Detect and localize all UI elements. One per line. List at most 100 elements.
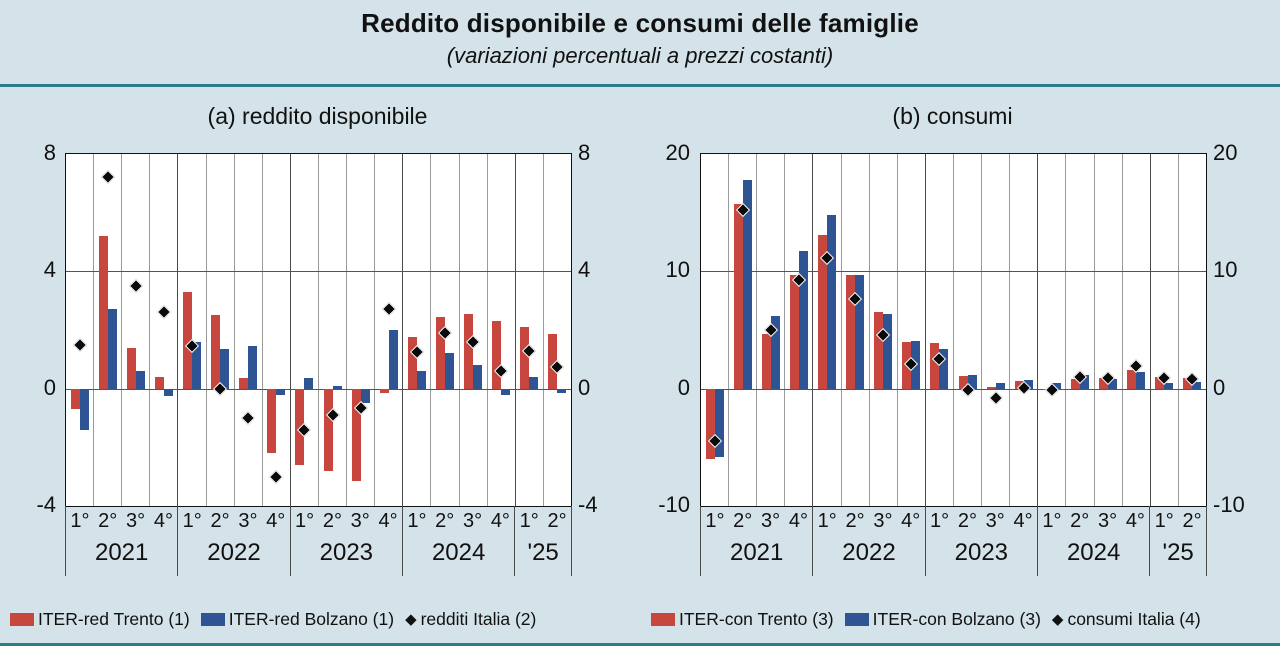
panel-a-legend: ITER-red Trento (1) ITER-red Bolzano (1) ◆… [10, 605, 536, 633]
quarter-labels-row: 1° 2° 3° 4° [403, 506, 514, 537]
quarter-cell [66, 154, 95, 506]
bar-bolzano [967, 375, 977, 389]
quarter-tick-label: 1° [519, 510, 539, 532]
bar-trento [491, 321, 501, 389]
quarter-tick-label: 3° [985, 510, 1005, 532]
quarter-tick-label: 4° [1125, 510, 1145, 532]
quarter-cell [460, 154, 488, 506]
quarter-cell [785, 154, 814, 506]
quarter-cell [94, 154, 123, 506]
bar-bolzano [1191, 382, 1201, 389]
quarter-tick-label: 2° [547, 510, 567, 532]
bar-trento [1154, 376, 1164, 389]
legend-swatch [200, 612, 225, 626]
year-group: 1° 2° 3° 4° 2021 [700, 506, 812, 576]
bar-bolzano [416, 371, 426, 389]
bar-bolzano [799, 251, 809, 389]
legend-item: ITER-red Trento (1) [10, 609, 190, 630]
bar-trento [323, 388, 333, 471]
quarter-cell [291, 154, 319, 506]
y-tick-label: -10 [1213, 492, 1245, 517]
quarter-tick-label: 1° [70, 510, 90, 532]
bar-trento [407, 337, 417, 389]
quarter-cell [178, 154, 207, 506]
quarter-cell [1123, 154, 1151, 506]
quarter-gridlines [66, 154, 571, 506]
legend-swatch [10, 612, 34, 626]
bar-trento [435, 316, 445, 389]
figure-subtitle: (variazioni percentuali a prezzi costant… [446, 43, 834, 68]
quarter-tick-label: 4° [153, 510, 173, 532]
bar-bolzano [1079, 375, 1089, 389]
bar-trento [874, 312, 884, 389]
quarter-tick-label: 2° [957, 510, 977, 532]
year-tick-label: 2023 [319, 539, 374, 566]
quarter-labels-row: 1° 2° 3° 4° [1038, 506, 1149, 537]
quarter-cell [122, 154, 151, 506]
year-tick-label: 2022 [207, 539, 261, 566]
quarter-tick-label: 2° [98, 510, 118, 532]
quarter-cell [1038, 154, 1067, 506]
figure-title: Reddito disponibile e consumi delle fami… [361, 8, 919, 38]
quarter-tick-label: 2° [733, 510, 753, 532]
bar-bolzano [248, 346, 258, 389]
quarter-cell [898, 154, 926, 506]
bar-trento [239, 378, 249, 389]
year-tick-label: 2021 [729, 539, 784, 566]
legend-diamond-icon: ◆ [1051, 610, 1064, 628]
quarter-tick-label: 1° [1042, 510, 1062, 532]
y-tick-label: 20 [665, 140, 690, 165]
quarter-cell [1151, 154, 1179, 506]
quarter-labels-row: 1° 2° 3° 4° [701, 506, 812, 537]
quarter-tick-label: 4° [378, 510, 398, 532]
legend-item: ◆ redditi Italia (2) [405, 609, 536, 630]
bar-bolzano [939, 348, 949, 389]
y-tick-label: 4 [578, 257, 591, 283]
legend-label: redditi Italia (2) [420, 608, 537, 629]
panel-b-left-axis: 20 10 0 -10 [632, 142, 690, 516]
quarter-cell [488, 154, 516, 506]
quarter-tick-label: 4° [1013, 510, 1033, 532]
bar-trento [986, 387, 996, 389]
bar-bolzano [108, 309, 118, 389]
quarter-tick-label: 2° [845, 510, 865, 532]
bar-trento [818, 234, 828, 389]
year-group: 1° 2° 3° 4° 2022 [177, 506, 289, 576]
legend-item: ITER-con Bolzano (3) [844, 609, 1041, 630]
quarter-tick-label: 3° [462, 510, 483, 532]
year-tick-label: '25 [1162, 539, 1194, 566]
panel-a-right-axis: 8 4 0 -4 [578, 142, 628, 516]
panel-a-plot [65, 153, 572, 507]
y-tick-label: -4 [36, 492, 56, 517]
bar-trento [71, 388, 81, 410]
legend-item: ◆ consumi Italia (4) [1052, 609, 1201, 630]
quarter-tick-label: 3° [238, 510, 258, 532]
panel-a-x-axis: 1° 2° 3° 4° 2021 1° 2° 3° 4° 2022 1° 2° 3° 4° 2023 1° 2°… [65, 506, 572, 576]
quarter-tick-label: 1° [817, 510, 837, 532]
panel-a-left-axis: 8 4 0 -4 [14, 142, 56, 516]
quarter-labels-row: 1° 2° [515, 506, 571, 537]
year-tick-label: 2024 [1066, 539, 1121, 566]
y-tick-label: 8 [578, 140, 591, 165]
bar-bolzano [276, 388, 286, 395]
bar-bolzano [164, 388, 174, 396]
panel-a-title: (a) reddito disponibile [207, 103, 428, 129]
quarter-tick-label: 4° [788, 510, 808, 532]
y-tick-label: -4 [578, 492, 598, 517]
bar-trento [930, 342, 940, 389]
bar-bolzano [855, 274, 865, 389]
bar-trento [706, 388, 716, 460]
bar-trento [127, 347, 137, 389]
quarter-tick-label: 4° [266, 510, 286, 532]
bar-bolzano [1107, 379, 1117, 389]
year-tick-label: '25 [527, 539, 559, 566]
legend-swatch [651, 612, 675, 626]
legend-swatch [844, 612, 869, 626]
bar-bolzano [556, 388, 566, 394]
quarter-tick-label: 2° [1182, 510, 1202, 532]
panel-b-right-axis: 20 10 0 -10 [1213, 142, 1271, 516]
quarter-cell [1179, 154, 1206, 506]
bar-bolzano [332, 385, 342, 389]
quarter-tick-label: 1° [407, 510, 427, 532]
